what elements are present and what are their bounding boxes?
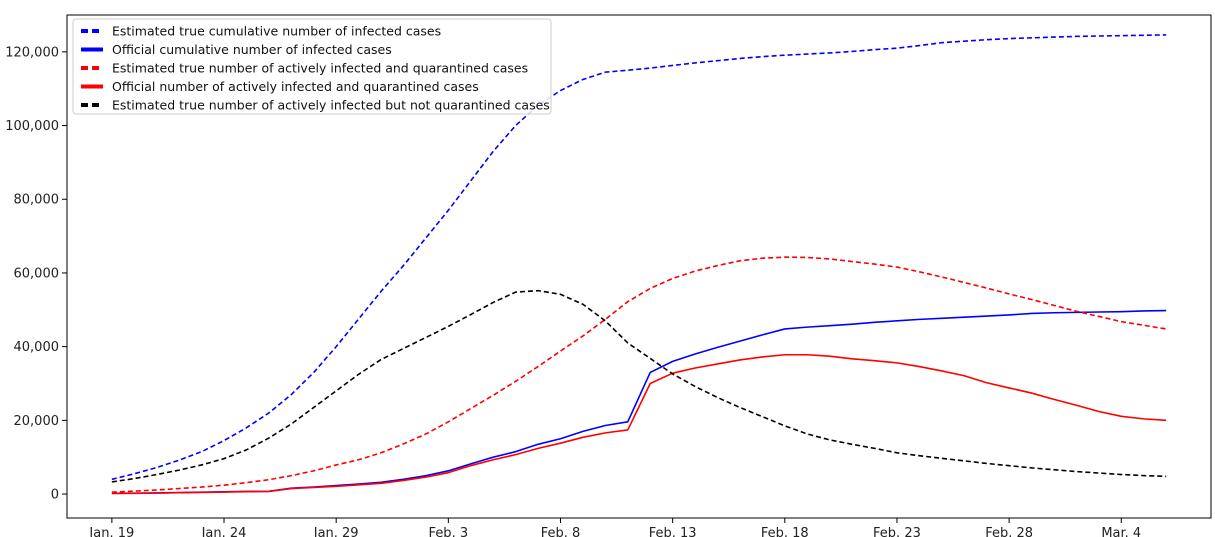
x-tick-label: Jan. 24 <box>201 526 247 537</box>
axes-layer: 0 20,000 40,000 60,000 80,000 100,000 120,000 J… <box>5 14 1212 537</box>
y-tick-label: 0 <box>51 488 59 503</box>
legend: Estimated true cumulative number of infe… <box>72 18 552 115</box>
series-line-5 <box>111 289 1167 483</box>
legend-label-4: Official number of actively infected and… <box>112 79 479 94</box>
y-tick-label: 80,000 <box>14 193 60 208</box>
series-layer <box>111 34 1167 495</box>
x-tick-label: Feb. 23 <box>873 526 921 537</box>
x-tick-label: Jan. 29 <box>313 526 359 537</box>
x-tick-label: Feb. 13 <box>649 526 697 537</box>
y-tick-label: 100,000 <box>5 119 59 134</box>
series-line-3 <box>111 256 1167 494</box>
x-tick-label: Jan. 19 <box>88 526 134 537</box>
legend-label-3: Estimated true number of actively infect… <box>112 61 528 76</box>
x-tick-label: Mar. 4 <box>1101 526 1141 537</box>
legend-label-5: Estimated true number of actively infect… <box>112 98 550 113</box>
y-tick-label: 40,000 <box>14 340 60 355</box>
x-tick-label: Feb. 3 <box>429 526 469 537</box>
series-line-4 <box>111 353 1167 495</box>
legend-box <box>72 18 552 115</box>
x-tick-label: Feb. 18 <box>761 526 809 537</box>
y-tick-label: 20,000 <box>14 414 60 429</box>
y-tick-label: 60,000 <box>14 266 60 281</box>
series-line-1 <box>111 34 1167 481</box>
legend-label-1: Estimated true cumulative number of infe… <box>112 24 441 39</box>
plot-frame <box>66 14 1212 519</box>
y-tick-label: 120,000 <box>5 45 59 60</box>
x-tick-label: Feb. 8 <box>541 526 581 537</box>
legend-label-2: Official cumulative number of infected c… <box>112 42 392 57</box>
x-tick-label: Feb. 28 <box>985 526 1033 537</box>
